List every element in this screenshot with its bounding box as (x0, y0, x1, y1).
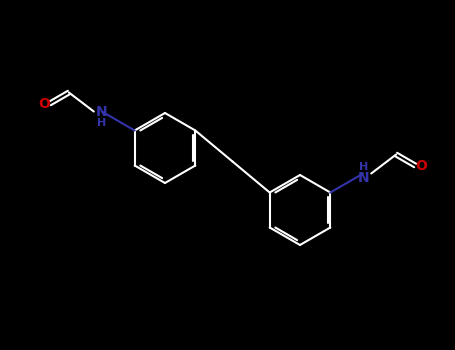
Text: O: O (415, 159, 427, 173)
Text: H: H (359, 162, 368, 173)
Text: H: H (97, 118, 106, 127)
Text: N: N (96, 105, 107, 119)
Text: N: N (358, 172, 369, 186)
Text: O: O (38, 97, 50, 111)
